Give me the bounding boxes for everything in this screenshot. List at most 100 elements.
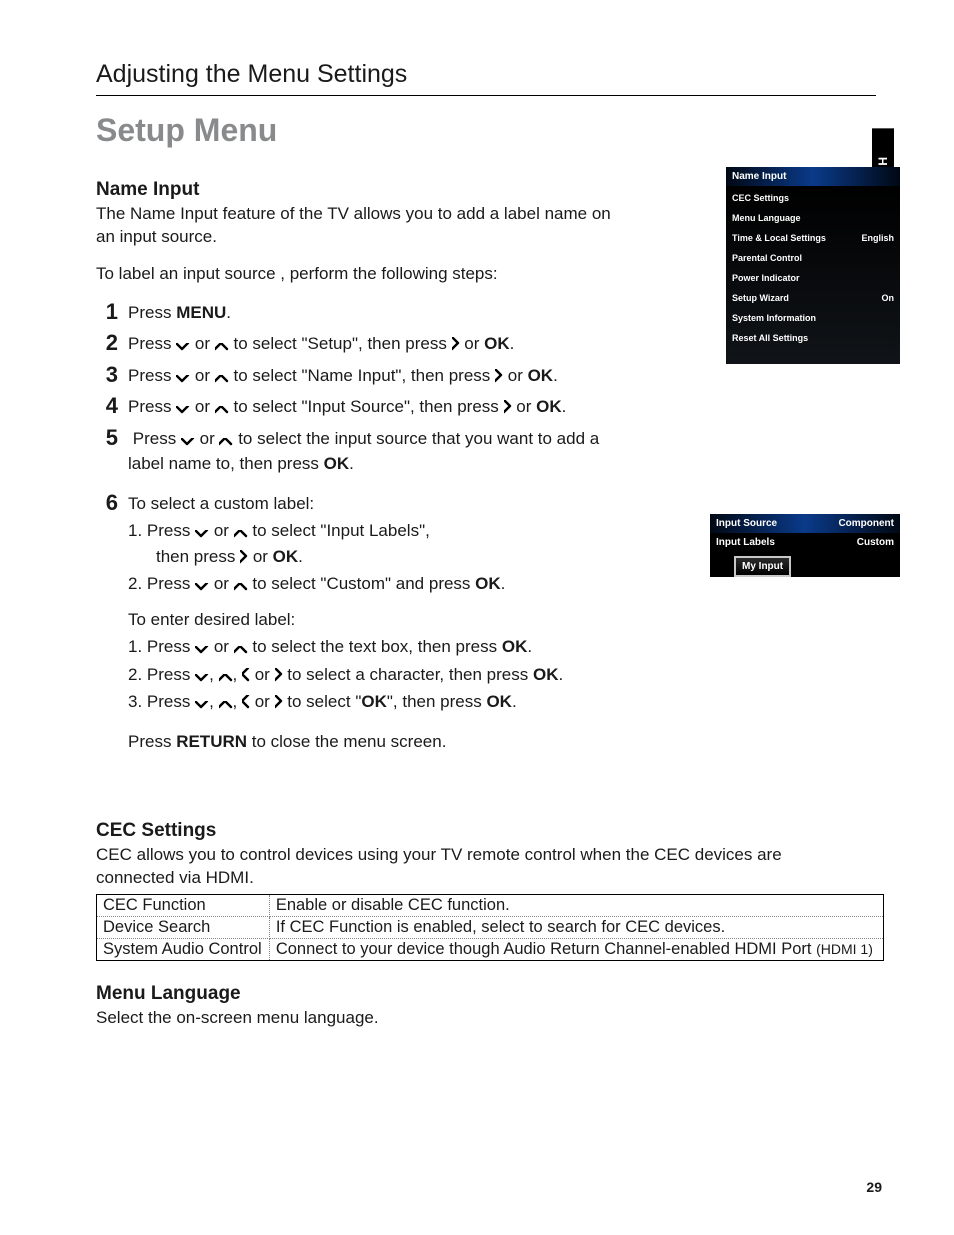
ok-key: OK (324, 454, 350, 473)
step-text: to select a character, then press (283, 665, 533, 684)
step-number: 4 (96, 394, 118, 418)
chevron-up-icon (234, 646, 248, 654)
menu-row: Reset All Settings (726, 328, 900, 348)
chevron-right-icon (275, 668, 283, 682)
cec-row: Device SearchIf CEC Function is enabled,… (97, 917, 884, 939)
chevron-down-icon (181, 438, 195, 446)
step-text: , (209, 665, 218, 684)
panel2-row: Input LabelsCustom (710, 533, 900, 552)
chevron-up-icon (215, 375, 229, 383)
step-text: or (190, 366, 215, 385)
step-text: or (209, 637, 234, 656)
ok-key: OK (475, 574, 501, 593)
setup-menu-panel: Name Input CEC SettingsMenu LanguageTime… (726, 167, 900, 364)
chevron-right-icon (495, 369, 503, 383)
chevron-up-icon (219, 701, 233, 709)
cec-row: System Audio ControlConnect to your devi… (97, 939, 884, 961)
step-text: To select a custom label: (128, 494, 314, 513)
step-text: to select "Custom" and press (248, 574, 476, 593)
menu-header: Name Input (726, 167, 900, 186)
step-text: or (503, 366, 528, 385)
step-text: or (248, 547, 273, 566)
chevron-down-icon (195, 530, 209, 538)
step-number: 1 (96, 300, 118, 324)
step-text: 3. Press (128, 692, 195, 711)
step-text: Press (128, 303, 176, 322)
menu-row: System Information (726, 308, 900, 328)
cec-table: CEC FunctionEnable or disable CEC functi… (96, 894, 884, 961)
chevron-down-icon (176, 375, 190, 383)
step-1: 1 Press MENU. (96, 300, 652, 326)
chevron-right-icon (504, 400, 512, 414)
chevron-down-icon (195, 646, 209, 654)
chevron-down-icon (195, 674, 209, 682)
step-3: 3 Press or to select "Name Input", then … (96, 363, 652, 389)
chevron-down-icon (195, 583, 209, 591)
step-text: or (250, 692, 275, 711)
menu-language-heading: Menu Language (96, 983, 882, 1005)
step-text: then press (156, 547, 240, 566)
menu-row: Parental Control (726, 248, 900, 268)
chevron-left-icon (242, 695, 250, 709)
ok-key: OK (528, 366, 554, 385)
ok-key: OK (361, 692, 387, 711)
cec-row: CEC FunctionEnable or disable CEC functi… (97, 895, 884, 917)
chevron-up-icon (219, 674, 233, 682)
step-text: ", then press (387, 692, 487, 711)
step-number: 3 (96, 363, 118, 387)
ok-key: OK (273, 547, 299, 566)
chevron-right-icon (240, 550, 248, 564)
menu-key: MENU (176, 303, 226, 322)
menu-row: Time & Local SettingsEnglish (726, 228, 900, 248)
step-6: 6 To select a custom label: 1. Press or … (96, 491, 652, 755)
chevron-right-icon (275, 695, 283, 709)
step-text: , (209, 692, 218, 711)
ok-key: OK (502, 637, 528, 656)
step-text: 1. Press (128, 637, 195, 656)
step-text: or (460, 334, 485, 353)
name-input-panel: Input SourceComponentInput LabelsCustom … (710, 514, 900, 577)
step-text: or (250, 665, 275, 684)
step-number: 2 (96, 331, 118, 355)
step-text: 2. Press (128, 574, 195, 593)
step-text: to select "Input Source", then press (229, 397, 504, 416)
menu-language-body: Select the on-screen menu language. (96, 1007, 882, 1030)
step-5: 5 Press or to select the input source th… (96, 426, 652, 477)
menu-row: CEC Settings (726, 188, 900, 208)
step-text: or (190, 397, 215, 416)
label-text-box: My Input (734, 556, 791, 577)
step-text: Press (128, 397, 176, 416)
step-4: 4 Press or to select "Input Source", the… (96, 394, 652, 420)
step-text: or (195, 429, 220, 448)
step-text: Press (128, 366, 176, 385)
cec-intro: CEC allows you to control devices using … (96, 844, 856, 890)
name-input-lead: To label an input source , perform the f… (96, 263, 652, 286)
chevron-up-icon (219, 438, 233, 446)
ok-key: OK (486, 692, 512, 711)
step-text: or (190, 334, 215, 353)
step-text: to select " (283, 692, 362, 711)
chevron-right-icon (452, 337, 460, 351)
name-input-intro: The Name Input feature of the TV allows … (96, 203, 616, 249)
step-text: To enter desired label: (128, 607, 652, 633)
menu-row: Setup WizardOn (726, 288, 900, 308)
step-text: , (233, 665, 242, 684)
step-number: 6 (96, 491, 118, 515)
step-text: Press (133, 429, 181, 448)
step-text: or (512, 397, 537, 416)
return-key: RETURN (176, 732, 247, 751)
page-number: 29 (866, 1179, 882, 1195)
breadcrumb: Adjusting the Menu Settings (96, 60, 876, 96)
step-text: 2. Press (128, 665, 195, 684)
step-text: Press (128, 732, 176, 751)
chevron-up-icon (215, 406, 229, 414)
menu-row: Menu Language (726, 208, 900, 228)
step-number: 5 (96, 426, 118, 450)
chevron-down-icon (176, 343, 190, 351)
name-input-heading: Name Input (96, 179, 652, 201)
ok-key: OK (533, 665, 559, 684)
ok-key: OK (484, 334, 510, 353)
chevron-up-icon (234, 583, 248, 591)
chevron-up-icon (215, 343, 229, 351)
step-text: or (209, 574, 234, 593)
